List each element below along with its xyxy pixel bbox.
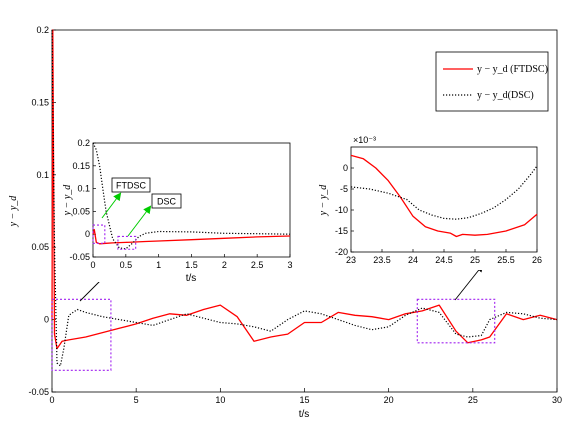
legend-label-ftdsc: y − y_d (FTDSC): [477, 64, 548, 75]
main-x-tick-label: 25: [468, 395, 478, 405]
inset1-zoom-boxes: [92, 224, 137, 250]
main-x-tick-label: 15: [299, 395, 309, 405]
main-x-tick-label: 0: [49, 395, 54, 405]
inset1-x-tick-label: 3: [287, 260, 292, 270]
inset2-series: [350, 154, 538, 238]
main-x-tick-label: 5: [134, 395, 139, 405]
callout-box-dsc: [151, 193, 182, 209]
callout-label-ftdsc: FTDSC: [116, 181, 146, 191]
inset1-series-dsc-line: [92, 142, 291, 250]
main-y-axis-label: y − y_d: [8, 195, 19, 228]
inset2-ticks: 23 23.5 24 24.5 25 25.5 26 -20 -15 -10 -5 0: [335, 163, 542, 265]
inset1-x-axis-label: t/s: [186, 273, 197, 284]
legend-label-dsc: y − y_d(DSC): [477, 90, 534, 101]
inset1-x-tick-label: 1.5: [185, 260, 198, 270]
callout-box-ftdsc: [111, 177, 151, 193]
main-x-axis-label: t/s: [299, 409, 310, 420]
inset2-x-tick-label: 23.5: [373, 255, 391, 265]
main-y-tick-label: 0.1: [36, 170, 49, 180]
main-zoom-box-2: [416, 298, 496, 344]
inset1-series-ftdsc-line: [92, 228, 291, 245]
inset2-series-dsc-line: [350, 165, 538, 220]
connector-arrow-right: [454, 264, 484, 301]
inset1-x-tick-label: 0: [90, 260, 95, 270]
inset1-y-tick-label: 0.15: [72, 161, 90, 171]
legend-box: [435, 51, 549, 112]
inset2-y-tick-label: -5: [340, 184, 348, 194]
inset2-x-tick-label: 25: [470, 255, 480, 265]
main-y-tick-label: 0.15: [31, 97, 49, 107]
inset1-zoom-box-2: [117, 235, 137, 250]
callout-arrow-dsc: [127, 205, 152, 237]
main-series-dsc-line: [51, 29, 558, 367]
inset2-x-tick-label: 26: [532, 255, 542, 265]
inset2-x-tick-label: 24: [408, 255, 418, 265]
inset2-y-tick-label: -20: [335, 247, 348, 257]
main-y-tick-label: 0.2: [36, 25, 49, 35]
inset2-y-axis-label: y − y_d: [318, 184, 329, 217]
main-zoom-box-1: [51, 298, 112, 371]
main-x-tick-label: 30: [552, 395, 562, 405]
inset1-y-axis-label: y − y_d: [62, 184, 73, 217]
inset2-y-tick-label: 0: [343, 163, 348, 173]
inset1-x-tick-label: 0.5: [120, 260, 133, 270]
inset2-x-tick-label: 25.5: [497, 255, 515, 265]
main-y-tick-label: -0.05: [28, 387, 49, 397]
main-x-tick-label: 20: [384, 395, 394, 405]
inset1-series: [92, 142, 291, 250]
inset1-y-tick-label: -0.05: [69, 252, 90, 262]
inset2-x-tick-label: 24.5: [435, 255, 453, 265]
callout-arrow-ftdsc: [101, 192, 122, 219]
inset1-y-tick-label: 0.05: [72, 206, 90, 216]
inset1-y-tick-label: 0: [85, 229, 90, 239]
main-zoom-boxes: [51, 298, 496, 371]
inset2-x-tick-label: 23: [346, 255, 356, 265]
inset1-x-tick-label: 2.5: [251, 260, 264, 270]
inset2-exponent: ×10⁻³: [353, 135, 376, 145]
inset1-x-tick-label: 2: [222, 260, 227, 270]
inset2-series-ftdsc-line: [350, 154, 538, 238]
main-series-ftdsc-line: [51, 29, 558, 350]
inset1-x-tick-label: 1: [156, 260, 161, 270]
inset1-y-tick-label: 0.2: [77, 138, 90, 148]
inset2-y-tick-label: -15: [335, 226, 348, 236]
inset1-zoom-box-1: [92, 224, 106, 244]
main-x-tick-label: 10: [215, 395, 225, 405]
inset1-y-tick-label: 0.1: [77, 184, 90, 194]
main-y-tick-label: 0.05: [31, 242, 49, 252]
callout-label-dsc: DSC: [157, 197, 177, 207]
inset2-y-tick-label: -10: [335, 205, 348, 215]
main-series: [51, 29, 558, 367]
main-y-tick-label: 0: [44, 315, 49, 325]
legend: y − y_d (FTDSC) y − y_d(DSC): [435, 51, 549, 112]
